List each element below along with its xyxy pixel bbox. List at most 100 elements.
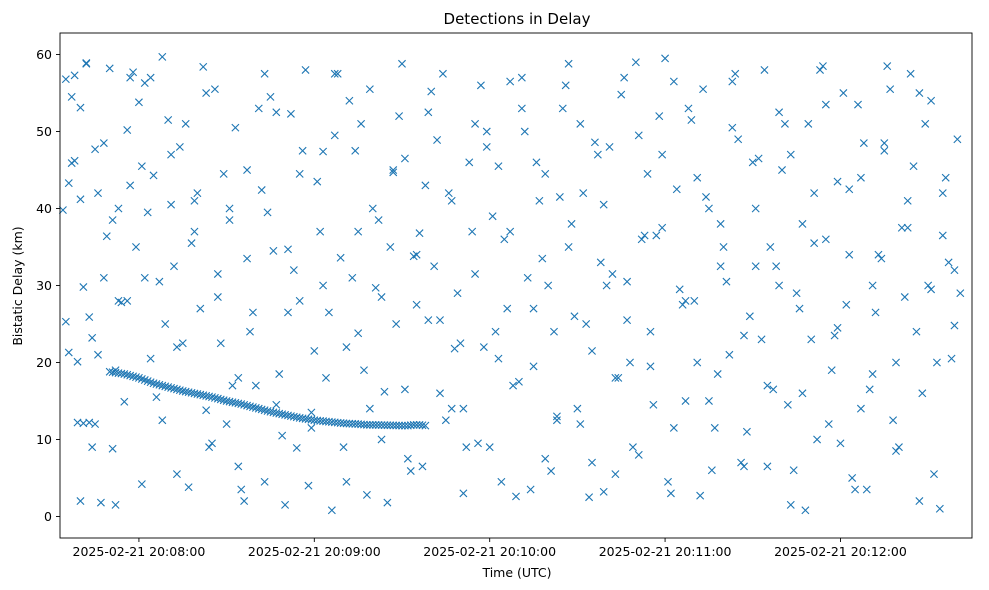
data-point [348, 419, 357, 428]
data-point [520, 127, 529, 136]
data-point [228, 381, 237, 390]
data-point [851, 485, 860, 494]
data-point [909, 162, 918, 171]
data-point [810, 239, 819, 248]
data-point [903, 223, 912, 232]
data-point [786, 500, 795, 509]
data-point [237, 485, 246, 494]
data-point [231, 398, 240, 407]
data-point [365, 420, 374, 429]
data-point [456, 339, 465, 348]
data-point [374, 216, 383, 225]
data-point [248, 308, 257, 317]
data-point [471, 269, 480, 278]
data-point [129, 68, 138, 77]
data-point [123, 126, 132, 134]
data-point [108, 216, 117, 225]
data-point [146, 378, 155, 387]
data-point [272, 400, 281, 409]
data-point [696, 491, 705, 500]
data-point [623, 277, 632, 286]
data-point [330, 131, 339, 140]
data-point [742, 427, 751, 436]
data-point [892, 447, 900, 455]
data-point [786, 150, 795, 159]
data-point [167, 383, 176, 392]
chart-title: Detections in Delay [444, 10, 591, 28]
data-point [333, 418, 342, 427]
data-point [462, 443, 471, 452]
data-point [693, 173, 702, 182]
data-point [482, 142, 491, 151]
data-point [134, 98, 143, 107]
data-point [289, 266, 298, 275]
data-point [403, 454, 412, 463]
data-point [471, 119, 480, 128]
data-point [351, 146, 360, 155]
data-point [880, 139, 889, 148]
data-point [167, 200, 176, 209]
data-point [120, 397, 129, 406]
data-point [751, 262, 760, 271]
data-point [488, 212, 497, 221]
data-point [444, 189, 453, 198]
data-point [64, 348, 73, 357]
data-point [517, 73, 526, 82]
data-point [669, 77, 678, 86]
data-point [681, 296, 690, 305]
data-point [219, 396, 228, 405]
data-point [202, 89, 211, 98]
data-point [172, 343, 181, 352]
data-point [588, 458, 596, 467]
data-point [421, 181, 430, 190]
data-point [140, 273, 149, 282]
data-point [713, 370, 722, 379]
data-point [322, 373, 330, 382]
data-point [950, 321, 959, 330]
data-point [842, 300, 851, 309]
data-point [386, 243, 395, 251]
data-point [155, 380, 164, 389]
data-point [146, 354, 155, 363]
data-point [707, 466, 716, 475]
data-point [412, 300, 421, 309]
data-point [424, 108, 433, 117]
data-point [380, 387, 389, 396]
data-point [579, 189, 588, 198]
data-point [123, 370, 132, 379]
data-point [412, 250, 421, 259]
data-point [418, 462, 427, 471]
data-point [763, 462, 772, 471]
data-point [740, 331, 748, 340]
data-point [854, 100, 862, 109]
data-point [319, 417, 328, 426]
data-point [281, 500, 290, 509]
data-point [927, 285, 936, 294]
data-point [921, 119, 930, 128]
data-point [775, 108, 784, 117]
data-point [737, 458, 746, 467]
data-point [181, 119, 190, 128]
data-point [193, 189, 202, 198]
data-point [465, 158, 474, 167]
data-point [482, 127, 491, 136]
data-point [392, 421, 401, 430]
data-point [354, 227, 363, 236]
data-point [436, 316, 444, 325]
data-point [307, 408, 316, 417]
plot-area [58, 32, 973, 539]
data-point [517, 104, 526, 113]
data-point [780, 119, 789, 128]
data-point [447, 196, 456, 205]
data-point [646, 327, 655, 336]
data-point [371, 283, 380, 292]
data-point [58, 206, 67, 215]
data-point [474, 439, 482, 448]
data-point [152, 393, 161, 402]
data-point [389, 166, 398, 175]
data-point [137, 162, 146, 171]
data-point [877, 254, 886, 263]
data-point [263, 208, 272, 217]
data-point [716, 262, 725, 271]
data-point [286, 109, 295, 118]
